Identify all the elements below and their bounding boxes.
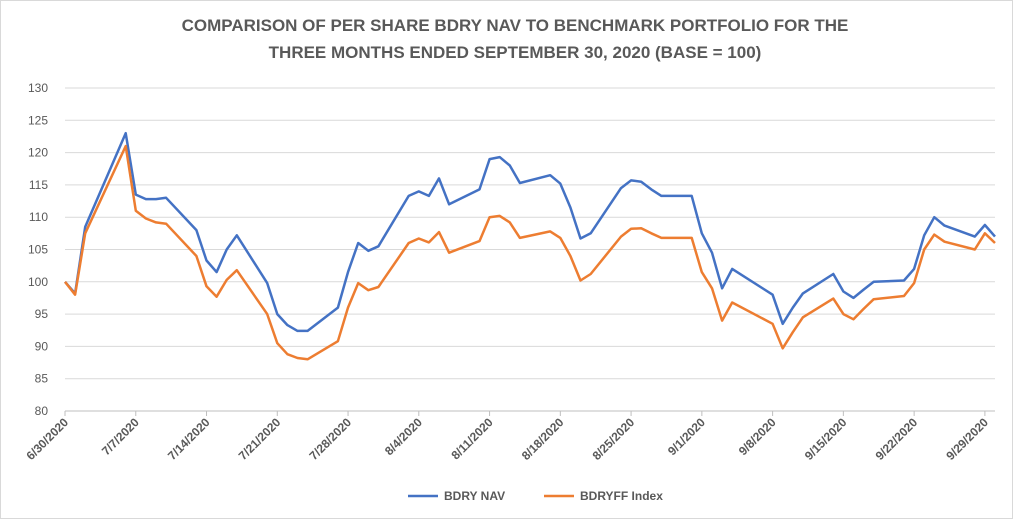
chart-title: THREE MONTHS ENDED SEPTEMBER 30, 2020 (B… [269,43,762,62]
y-tick-label: 125 [28,113,48,127]
chart-title: COMPARISON OF PER SHARE BDRY NAV TO BENC… [182,16,849,35]
y-tick-label: 115 [29,178,48,192]
legend-label: BDRY NAV [444,489,505,503]
y-tick-label: 80 [35,404,49,418]
y-tick-label: 130 [28,81,48,95]
series-line [64,131,996,333]
y-tick-label: 105 [28,243,48,257]
y-tick-label: 110 [29,210,48,224]
legend-label: BDRYFF Index [580,489,663,503]
y-tick-label: 90 [35,339,49,353]
y-tick-label: 95 [35,307,49,321]
series-line [64,144,996,361]
y-tick-label: 100 [28,275,48,289]
y-tick-label: 120 [28,146,48,160]
y-tick-label: 85 [35,372,49,386]
